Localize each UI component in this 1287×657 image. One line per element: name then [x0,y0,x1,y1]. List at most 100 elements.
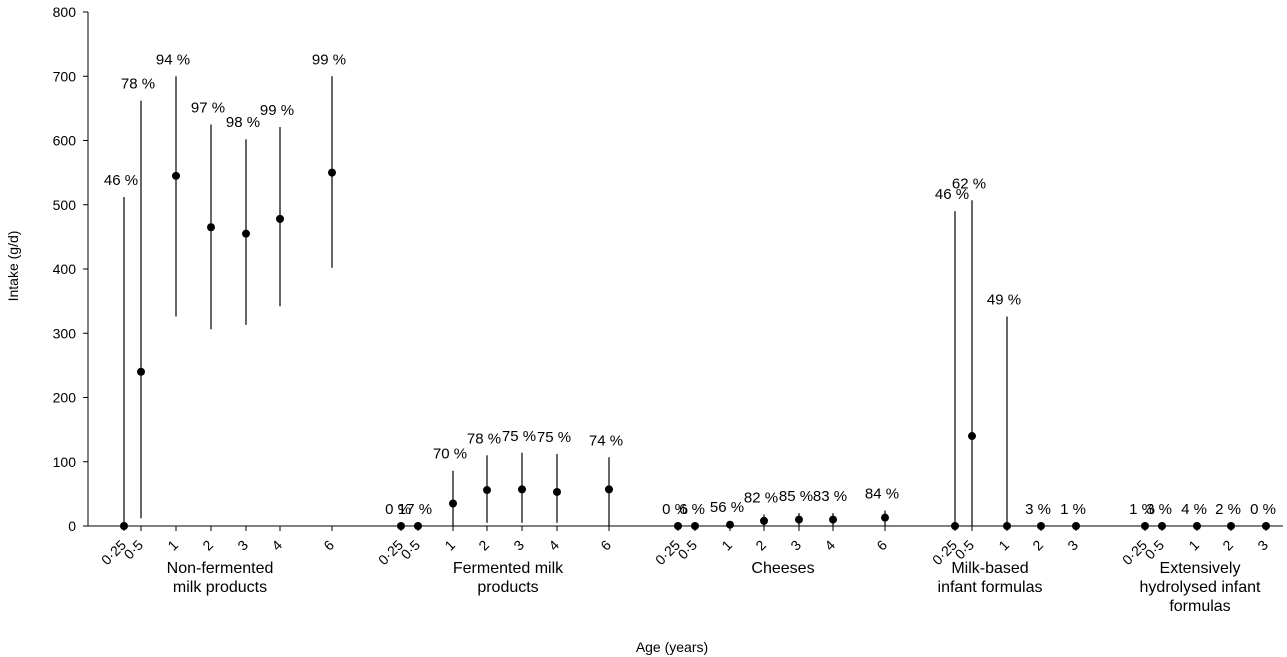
y-tick-label: 700 [53,68,77,84]
y-tick-label: 100 [53,454,77,470]
percent-label: 49 % [987,292,1021,309]
percent-label: 1 % [1129,501,1155,518]
x-tick-label: 4 [268,537,285,554]
percent-label: 99 % [260,102,294,119]
data-point [795,515,803,524]
x-tick-label: 4 [545,537,562,554]
group-label-line: Milk-based [951,560,1028,577]
y-tick-label: 600 [53,133,77,149]
group-label-line: Fermented milk [453,560,564,577]
data-point [518,485,526,494]
percent-label: 1 % [1060,501,1086,518]
data-point [968,432,976,441]
x-tick-label: 3 [510,537,527,554]
group-label-line: infant formulas [938,579,1043,596]
group-label-line: products [477,579,538,596]
data-point [397,522,405,530]
percent-label: 46 % [935,186,969,203]
x-tick-label: 4 [821,537,838,554]
x-tick-label: 0·5 [1141,537,1167,563]
percent-label: 78 % [467,430,501,447]
data-point [414,522,422,530]
x-tick-label: 1 [995,537,1012,554]
x-tick-label: 3 [1254,537,1271,554]
percent-label: 2 % [1215,501,1241,518]
percent-label: 94 % [156,51,190,68]
x-tick-label: 2 [199,537,216,554]
group-label-line: hydrolysed infant [1140,579,1262,596]
data-point [691,522,699,530]
group-label-line: formulas [1169,598,1230,615]
x-tick-label: 3 [234,537,251,554]
x-axis-title: Age (years) [636,639,708,655]
percent-label: 99 % [312,51,346,68]
x-tick-label: 6 [320,537,337,554]
x-tick-label: 1 [164,537,181,554]
percent-label: 75 % [537,429,571,446]
percent-label: 85 % [779,488,813,505]
group-label: Milk-based infant formulas [938,560,1043,596]
x-tick-label: 6 [597,537,614,554]
percent-label: 74 % [589,432,623,449]
group-label-line: Extensively [1160,560,1241,577]
percent-label: 0 % [662,501,688,518]
percent-label: 75 % [502,428,536,445]
x-tick-label: 2 [475,537,492,554]
group-label-line: Non-fermented [167,560,274,577]
group-label-line: Cheeses [751,560,814,577]
percent-label: 97 % [191,99,225,116]
x-tick-label: 3 [787,537,804,554]
data-point [760,516,768,525]
data-point [881,513,889,522]
x-tick-label: 0·5 [120,537,146,563]
x-tick-label: 1 [1185,537,1202,554]
y-tick-label: 500 [53,197,77,213]
x-tick-label: 6 [873,537,890,554]
percent-label: 0 % [1250,501,1276,518]
data-point [120,522,128,530]
percent-label: 84 % [865,486,899,503]
group-label: Non-fermented milk products [167,560,274,596]
x-tick-label: 1 [718,537,735,554]
percent-label: 4 % [1181,501,1207,518]
percent-label: 78 % [121,76,155,93]
percent-label: 3 % [1025,501,1051,518]
data-point [1072,522,1080,530]
x-tick-label: 2 [1029,537,1046,554]
data-point [483,486,491,495]
data-point [449,499,457,508]
data-point [1193,522,1201,530]
percent-label: 82 % [744,489,778,506]
data-point [951,522,959,530]
percent-label: 83 % [813,488,847,505]
chart-marks: 46 %78 %94 %97 %98 %99 %99 %0 %17 %70 %7… [104,51,1276,530]
y-tick-label: 400 [53,261,77,277]
percent-label: 70 % [433,446,467,463]
y-tick-label: 0 [68,518,76,534]
x-tick-label: 0·5 [397,537,423,563]
data-point [328,168,336,177]
percent-label: 0 % [385,501,411,518]
y-tick-label: 200 [53,390,77,406]
data-point [137,367,145,376]
y-axis: 0 100 200 300 400 500 600 700 800 [53,4,89,534]
percent-label: 46 % [104,172,138,189]
data-point [1227,522,1235,530]
data-point [1141,522,1149,530]
data-point [276,214,284,223]
percent-label: 62 % [952,175,986,192]
data-point [829,515,837,524]
x-tick-label: 1 [441,537,458,554]
percent-label: 56 % [710,499,744,516]
data-point [172,171,180,180]
data-point [1037,522,1045,530]
data-point [207,223,215,232]
percent-label: 98 % [226,114,260,131]
x-tick-label: 2 [752,537,769,554]
percent-label: 6 % [679,501,705,518]
data-point [605,485,613,494]
x-tick-label: 0·5 [951,537,977,563]
data-point [1262,522,1270,530]
data-point [1003,522,1011,530]
